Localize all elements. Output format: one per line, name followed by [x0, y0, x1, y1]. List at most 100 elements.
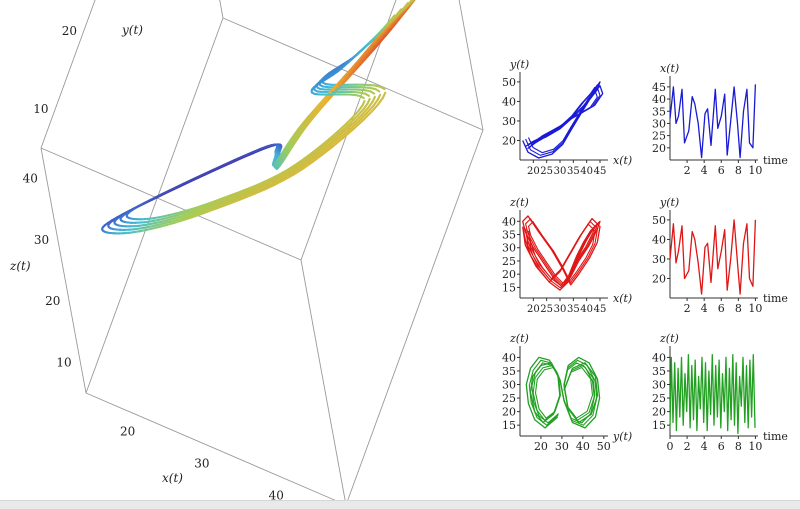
x-tick-label: 6	[718, 440, 725, 453]
trajectory-segment	[371, 91, 375, 93]
x-tick-label: 8	[735, 440, 742, 453]
y-tick-label: 20	[502, 406, 516, 419]
x-tick-label: 2	[684, 164, 691, 177]
x-axis-label: y(t)	[612, 430, 632, 443]
box-edge	[178, 0, 223, 18]
box-edge	[438, 0, 483, 130]
y-tick-label: 15	[502, 419, 516, 432]
x-tick-label: 10	[748, 164, 762, 177]
y-tick-label-3d: 10	[33, 102, 48, 116]
y-tick-label: 35	[502, 229, 516, 242]
x-tick-label: 25	[540, 166, 553, 177]
box-edge	[41, 0, 178, 148]
y-tick-label: 35	[652, 105, 666, 118]
x-tick-label: 30	[554, 166, 567, 177]
y-axis-label: z(t)	[509, 196, 529, 209]
y-axis-label: x(t)	[660, 62, 679, 75]
x-tick-label: 45	[594, 166, 607, 177]
y-tick-label: 30	[502, 115, 516, 128]
x-tick-label: 30	[555, 440, 569, 453]
x-tick-label: 20	[527, 304, 540, 315]
x-tick-label: 6	[718, 302, 725, 315]
z-tick-label-3d: 10	[56, 355, 71, 369]
lorenz-3d-plot: 203040102030405010203040 y(t) z(t) x(t)	[9, 0, 483, 505]
y-tick-label: 25	[652, 130, 666, 143]
trajectory-segment	[376, 89, 380, 91]
series-line	[670, 355, 755, 434]
y-tick-label: 20	[502, 268, 516, 281]
x-tick-label: 35	[567, 304, 580, 315]
x-tick-label: 45	[594, 304, 607, 315]
y-tick-label: 30	[502, 379, 516, 392]
y-axis-label: z(t)	[509, 332, 529, 345]
bounding-box	[41, 0, 483, 505]
y-axis-label: y(t)	[509, 58, 529, 71]
box-edge	[301, 0, 438, 260]
y-tick-label-3d: 20	[62, 24, 77, 38]
x-axis-label: time	[763, 292, 788, 305]
trajectory-segment	[362, 87, 370, 88]
y-tick-label: 15	[652, 419, 666, 432]
y-tick-label: 35	[652, 365, 666, 378]
x-axis-label: time	[763, 430, 788, 443]
y-tick-label: 30	[652, 117, 666, 130]
y-tick-label: 40	[652, 93, 666, 106]
x-axis-label: x(t)	[613, 292, 632, 305]
trajectory-segment	[361, 96, 364, 98]
x-tick-label: 4	[701, 164, 708, 177]
trajectory-segment	[357, 90, 365, 91]
y-tick-label: 40	[652, 351, 666, 364]
trajectory-segment	[162, 191, 169, 194]
x-tick-label: 2	[684, 440, 691, 453]
trajectory-segment	[153, 227, 160, 229]
trajectory-segment	[366, 85, 374, 86]
trajectory-segment	[156, 194, 162, 197]
y-tick-label: 40	[652, 233, 666, 246]
x-tick-label: 35	[567, 166, 580, 177]
x-tick-label: 40	[580, 166, 593, 177]
box-edge	[301, 260, 346, 505]
x-tick-label: 6	[718, 164, 725, 177]
y-tick-label: 20	[652, 406, 666, 419]
y-tick-label: 45	[652, 81, 666, 94]
x-tick-label: 40	[580, 304, 593, 315]
z-tick-label-3d: 30	[34, 233, 49, 247]
x-tick-label: 10	[748, 302, 762, 315]
x-tick-label: 4	[701, 302, 708, 315]
box-edge	[41, 148, 301, 260]
trajectory-segment	[169, 188, 176, 191]
x-tick-label: 10	[748, 440, 762, 453]
y-tick-label: 35	[502, 365, 516, 378]
box-edge	[86, 393, 346, 505]
x-tick-label-3d: 20	[120, 424, 135, 438]
x-tick-label-3d: 30	[194, 456, 209, 470]
y-tick-label: 25	[502, 255, 516, 268]
x-tick-label: 50	[597, 440, 611, 453]
y-axis-label: y(t)	[659, 196, 679, 209]
y-tick-label: 25	[502, 392, 516, 405]
y-tick-label: 30	[502, 242, 516, 255]
series-line	[670, 84, 755, 157]
y-tick-label: 25	[652, 392, 666, 405]
x-tick-label: 40	[576, 440, 590, 453]
y-tick-label: 30	[652, 379, 666, 392]
x-tick-label: 20	[534, 440, 548, 453]
x-tick-label: 8	[735, 164, 742, 177]
y-tick-label: 50	[652, 214, 666, 227]
z-axis-label-3d: z(t)	[9, 259, 31, 273]
trajectory-segment	[366, 94, 370, 96]
y-tick-label: 50	[502, 76, 516, 89]
x-axis-label-3d: x(t)	[162, 471, 183, 485]
x-tick-label: 20	[527, 166, 540, 177]
x-tick-label: 2	[684, 302, 691, 315]
y-tick-label: 20	[652, 272, 666, 285]
series-line	[532, 363, 594, 423]
y-axis-label-3d: y(t)	[121, 23, 143, 37]
trajectory-segment	[353, 92, 360, 93]
